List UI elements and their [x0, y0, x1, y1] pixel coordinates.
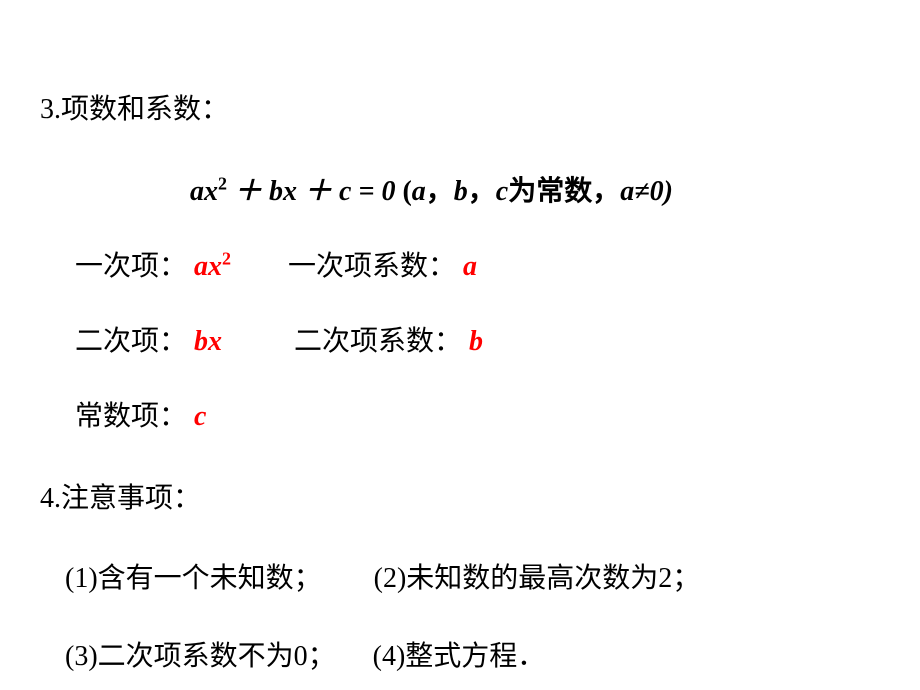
- term2-label2: 二次项系数：: [294, 326, 462, 357]
- eq-c: c: [332, 176, 351, 207]
- note1: (1)含有一个未知数；: [65, 563, 322, 594]
- eq-equals: =: [351, 176, 381, 207]
- eq-neq: ≠0): [634, 176, 673, 207]
- term-row-2: 二次项： bx 二次项系数： b: [75, 319, 880, 359]
- section4-title: 4.注意事项：: [40, 479, 880, 518]
- eq-ax: ax: [190, 176, 218, 207]
- note-row-1: (1)含有一个未知数； (2)未知数的最高次数为2；: [65, 556, 880, 596]
- eq-zero: 0: [381, 176, 402, 207]
- term1-value2: a: [463, 251, 477, 282]
- term2-value: bx: [194, 326, 222, 357]
- term-row-1: 一次项： ax2 一次项系数： a: [75, 244, 880, 284]
- term1-label: 一次项：: [75, 251, 187, 282]
- term2-label: 二次项：: [75, 326, 187, 357]
- term3-value: c: [194, 401, 206, 432]
- equation-line: ax2 ＋ bx ＋ c = 0 (a，b，c为常数，a≠0): [190, 169, 880, 209]
- note-row-2: (3)二次项系数不为0； (4)整式方程．: [65, 634, 880, 674]
- eq-comma2: ，: [468, 176, 496, 207]
- eq-a2: a: [620, 176, 634, 207]
- eq-constant-text: 为常数，: [508, 176, 620, 207]
- eq-a: a: [412, 176, 426, 207]
- term1-label2: 一次项系数：: [288, 251, 456, 282]
- eq-comma1: ，: [426, 176, 454, 207]
- note2: (2)未知数的最高次数为2；: [374, 556, 701, 596]
- eq-bx: bx: [269, 176, 297, 207]
- term-row-3: 常数项： c: [75, 394, 880, 434]
- term2-value2: b: [469, 326, 483, 357]
- eq-c2: c: [496, 176, 508, 207]
- eq-paren-open: (: [402, 176, 411, 207]
- section3-title: 3.项数和系数：: [40, 90, 880, 129]
- eq-plus1: ＋: [227, 176, 269, 207]
- note4: (4)整式方程．: [373, 634, 546, 674]
- eq-plus2: ＋: [297, 176, 332, 207]
- note3: (3)二次项系数不为0；: [65, 641, 336, 672]
- eq-b: b: [454, 176, 468, 207]
- term3-label: 常数项：: [75, 401, 187, 432]
- term1-value: ax2: [194, 251, 231, 282]
- eq-sup2: 2: [218, 174, 227, 194]
